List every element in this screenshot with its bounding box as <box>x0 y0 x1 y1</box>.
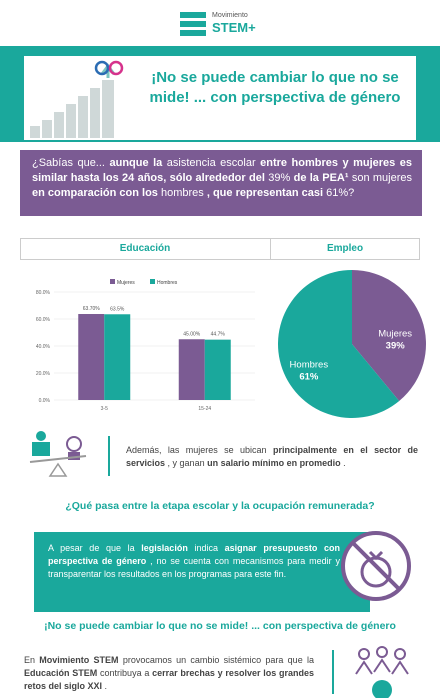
text-segment: contribuya a <box>100 668 150 678</box>
legend-swatch <box>150 279 155 284</box>
value-label: 45.00% <box>183 331 201 337</box>
text-segment: En <box>24 655 36 665</box>
text-segment: Educación STEM <box>24 668 98 678</box>
x-tick-label: 3-5 <box>101 406 108 412</box>
text-segment: en comparación con los <box>32 187 158 199</box>
people-icon <box>355 646 409 698</box>
no-budget-icon <box>341 531 411 601</box>
brand-top: Movimiento <box>212 12 248 19</box>
value-label: 44.7% <box>211 332 226 338</box>
text-segment: hombres <box>160 187 204 199</box>
text-segment: Además, las mujeres se ubican <box>126 445 267 455</box>
text-segment: , no se cuenta con mecanismos para medir… <box>48 556 340 579</box>
intro-box <box>20 150 422 216</box>
y-tick-label: 60.0% <box>36 317 51 323</box>
bar <box>204 339 231 400</box>
banner-title: ¡No se puede cambiar lo que no se mide! … <box>149 69 401 106</box>
text-segment: de la PEA¹ <box>293 172 349 184</box>
closing-text: En Movimiento STEM provocamos un cambio … <box>24 654 314 693</box>
value-label: 63.70% <box>83 306 101 312</box>
legend-swatch <box>110 279 115 284</box>
slice-label: 61% <box>299 372 319 383</box>
value-label: 63.5% <box>110 306 125 312</box>
bar <box>178 339 205 400</box>
tab-divider <box>270 238 271 260</box>
text-segment: . <box>104 681 108 691</box>
logo: Movimiento STEM+ <box>180 10 260 36</box>
budget-text: A pesar de que la legislación indica asi… <box>48 542 340 581</box>
pie-slice <box>278 270 400 418</box>
y-tick-label: 40.0% <box>36 344 51 350</box>
x-tick-label: 15-24 <box>198 406 211 412</box>
intro-text: ¿Sabías que... aunque la asistencia esco… <box>32 156 412 201</box>
bar <box>104 314 131 400</box>
text-segment: ¿Sabías que... <box>32 157 105 169</box>
slice-name: Mujeres <box>378 328 412 339</box>
text-segment: legislación <box>141 543 188 553</box>
slice-label: 39% <box>386 340 406 351</box>
text-segment: indica <box>194 543 218 553</box>
text-segment: provocamos un cambio sistémico para que … <box>122 655 314 665</box>
y-tick-label: 80.0% <box>36 290 51 296</box>
legend-label: Mujeres <box>117 280 135 286</box>
text-segment: cerrar brechas y resolver los grandes re… <box>24 668 314 691</box>
stairs-icon <box>30 60 124 138</box>
text-segment: aunque la <box>109 157 163 169</box>
y-tick-label: 0.0% <box>39 398 51 404</box>
budget-box <box>34 532 370 612</box>
text-segment: , y ganan <box>167 458 205 468</box>
text-segment: asignar presupuesto con perspectiva de g… <box>48 543 340 566</box>
text-segment: asistencia escolar <box>166 157 256 169</box>
text-segment: principalmente en el sector de servicios <box>126 445 418 468</box>
services-text: Además, las mujeres se ubican principalm… <box>126 444 418 470</box>
legend-label: Hombres <box>157 280 178 286</box>
closing-title: ¡No se puede cambiar lo que no se mide! … <box>44 620 396 632</box>
bar <box>78 314 105 400</box>
pie-slice <box>352 270 426 402</box>
text-segment: . <box>343 458 346 468</box>
question: ¿Qué pasa entre la etapa escolar y la oc… <box>65 500 375 512</box>
tabs <box>20 238 420 260</box>
bar-chart: 0.0% 20.0% 40.0% 60.0% 80.0% Mujeres Hombres 3-… <box>36 279 255 412</box>
divider <box>108 436 110 476</box>
slice-name: Hombres <box>290 360 329 371</box>
scale-icon <box>29 431 87 477</box>
tab[interactable]: Educación <box>119 243 171 254</box>
text-segment: 39% <box>268 172 291 184</box>
y-tick-label: 20.0% <box>36 371 51 377</box>
brand-bottom: STEM+ <box>212 20 256 35</box>
text-segment: un salario mínimo en promedio <box>207 458 341 468</box>
text-segment: 61%? <box>326 187 355 199</box>
text-segment: son mujeres <box>351 172 413 184</box>
banner-panel <box>24 56 416 140</box>
text-segment: , que representan casi <box>206 187 324 199</box>
text-segment: A pesar de que la <box>48 543 135 553</box>
divider <box>332 650 334 694</box>
text-segment: entre hombres y mujeres es similar hasta… <box>32 157 413 184</box>
text-segment: Movimiento STEM <box>39 655 119 665</box>
tab[interactable]: Empleo <box>326 243 364 254</box>
